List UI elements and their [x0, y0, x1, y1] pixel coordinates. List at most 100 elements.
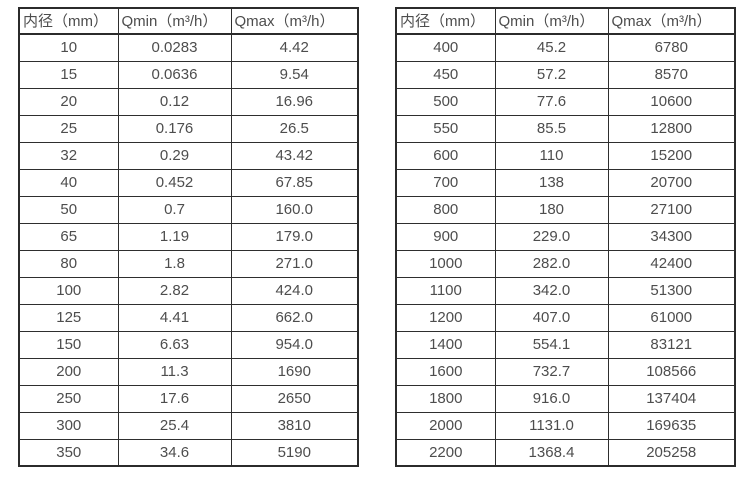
table-cell: 45.2	[494, 33, 609, 62]
table-cell: 10	[18, 33, 119, 62]
table-cell: 15	[18, 60, 119, 89]
table-cell: 900	[395, 222, 496, 251]
table-cell: 110	[494, 141, 609, 170]
table-row: 125 4.41 662.0	[18, 303, 359, 332]
table-cell: 600	[395, 141, 496, 170]
column-header: Qmax（m³/h）	[230, 7, 359, 35]
table-cell: 80	[18, 249, 119, 278]
table-cell: 662.0	[230, 303, 359, 332]
table-row: 800 180 27100	[395, 195, 736, 224]
table-row: 600 110 15200	[395, 141, 736, 170]
table-cell: 350	[18, 438, 119, 467]
table-row: 40 0.452 67.85	[18, 168, 359, 197]
table-cell: 1800	[395, 384, 496, 413]
table-cell: 6.63	[117, 330, 232, 359]
table-cell: 1600	[395, 357, 496, 386]
table-row: 900 229.0 34300	[395, 222, 736, 251]
table-cell: 169635	[607, 411, 736, 440]
table-row: 1600 732.7 108566	[395, 357, 736, 386]
table-cell: 34300	[607, 222, 736, 251]
table-row: 450 57.2 8570	[395, 60, 736, 89]
table-cell: 11.3	[117, 357, 232, 386]
table-cell: 271.0	[230, 249, 359, 278]
table-cell: 42400	[607, 249, 736, 278]
table-cell: 700	[395, 168, 496, 197]
column-header: Qmin（m³/h）	[494, 7, 609, 35]
table-cell: 17.6	[117, 384, 232, 413]
table-cell: 15200	[607, 141, 736, 170]
table-cell: 0.29	[117, 141, 232, 170]
table-row: 1000 282.0 42400	[395, 249, 736, 278]
table-cell: 1100	[395, 276, 496, 305]
table-cell: 27100	[607, 195, 736, 224]
table-cell: 0.12	[117, 87, 232, 116]
table-cell: 12800	[607, 114, 736, 143]
table-cell: 100	[18, 276, 119, 305]
table-cell: 1.8	[117, 249, 232, 278]
table-row: 700 138 20700	[395, 168, 736, 197]
table-cell: 0.452	[117, 168, 232, 197]
table-cell: 200	[18, 357, 119, 386]
table-cell: 5190	[230, 438, 359, 467]
table-cell: 954.0	[230, 330, 359, 359]
table-cell: 407.0	[494, 303, 609, 332]
table-row: 150 6.63 954.0	[18, 330, 359, 359]
tables-container: 内径（mm） Qmin（m³/h） Qmax（m³/h） 10 0.0283 4.42 1…	[18, 7, 736, 467]
table-cell: 6780	[607, 33, 736, 62]
table-cell: 34.6	[117, 438, 232, 467]
table-cell: 32	[18, 141, 119, 170]
table-cell: 20700	[607, 168, 736, 197]
table-cell: 1000	[395, 249, 496, 278]
table-cell: 50	[18, 195, 119, 224]
table-cell: 138	[494, 168, 609, 197]
table-row: 50 0.7 160.0	[18, 195, 359, 224]
table-cell: 1690	[230, 357, 359, 386]
table-row: 20 0.12 16.96	[18, 87, 359, 116]
table-row: 2000 1131.0 169635	[395, 411, 736, 440]
table-cell: 25	[18, 114, 119, 143]
column-header: 内径（mm）	[395, 7, 496, 35]
table-cell: 400	[395, 33, 496, 62]
header-row: 内径（mm） Qmin（m³/h） Qmax（m³/h）	[18, 7, 359, 35]
spec-table-right: 内径（mm） Qmin（m³/h） Qmax（m³/h） 400 45.2 6780 45…	[395, 7, 736, 467]
table-row: 200 11.3 1690	[18, 357, 359, 386]
table-cell: 179.0	[230, 222, 359, 251]
table-cell: 250	[18, 384, 119, 413]
table-cell: 25.4	[117, 411, 232, 440]
table-row: 1200 407.0 61000	[395, 303, 736, 332]
table-cell: 550	[395, 114, 496, 143]
table-cell: 67.85	[230, 168, 359, 197]
table-row: 2200 1368.4 205258	[395, 438, 736, 467]
table-cell: 205258	[607, 438, 736, 467]
table-cell: 16.96	[230, 87, 359, 116]
table-cell: 51300	[607, 276, 736, 305]
table-cell: 108566	[607, 357, 736, 386]
table-cell: 916.0	[494, 384, 609, 413]
table-cell: 61000	[607, 303, 736, 332]
table-row: 250 17.6 2650	[18, 384, 359, 413]
table-row: 65 1.19 179.0	[18, 222, 359, 251]
table-cell: 500	[395, 87, 496, 116]
table-cell: 229.0	[494, 222, 609, 251]
table-row: 400 45.2 6780	[395, 33, 736, 62]
table-cell: 10600	[607, 87, 736, 116]
table-cell: 0.0283	[117, 33, 232, 62]
table-cell: 2000	[395, 411, 496, 440]
table-cell: 43.42	[230, 141, 359, 170]
table-cell: 4.41	[117, 303, 232, 332]
table-cell: 83121	[607, 330, 736, 359]
table-row: 1400 554.1 83121	[395, 330, 736, 359]
table-cell: 85.5	[494, 114, 609, 143]
table-cell: 180	[494, 195, 609, 224]
table-cell: 137404	[607, 384, 736, 413]
column-header: Qmax（m³/h）	[607, 7, 736, 35]
table-cell: 800	[395, 195, 496, 224]
table-cell: 342.0	[494, 276, 609, 305]
table-cell: 40	[18, 168, 119, 197]
table-row: 25 0.176 26.5	[18, 114, 359, 143]
table-cell: 26.5	[230, 114, 359, 143]
table-cell: 2200	[395, 438, 496, 467]
table-row: 32 0.29 43.42	[18, 141, 359, 170]
table-cell: 0.176	[117, 114, 232, 143]
